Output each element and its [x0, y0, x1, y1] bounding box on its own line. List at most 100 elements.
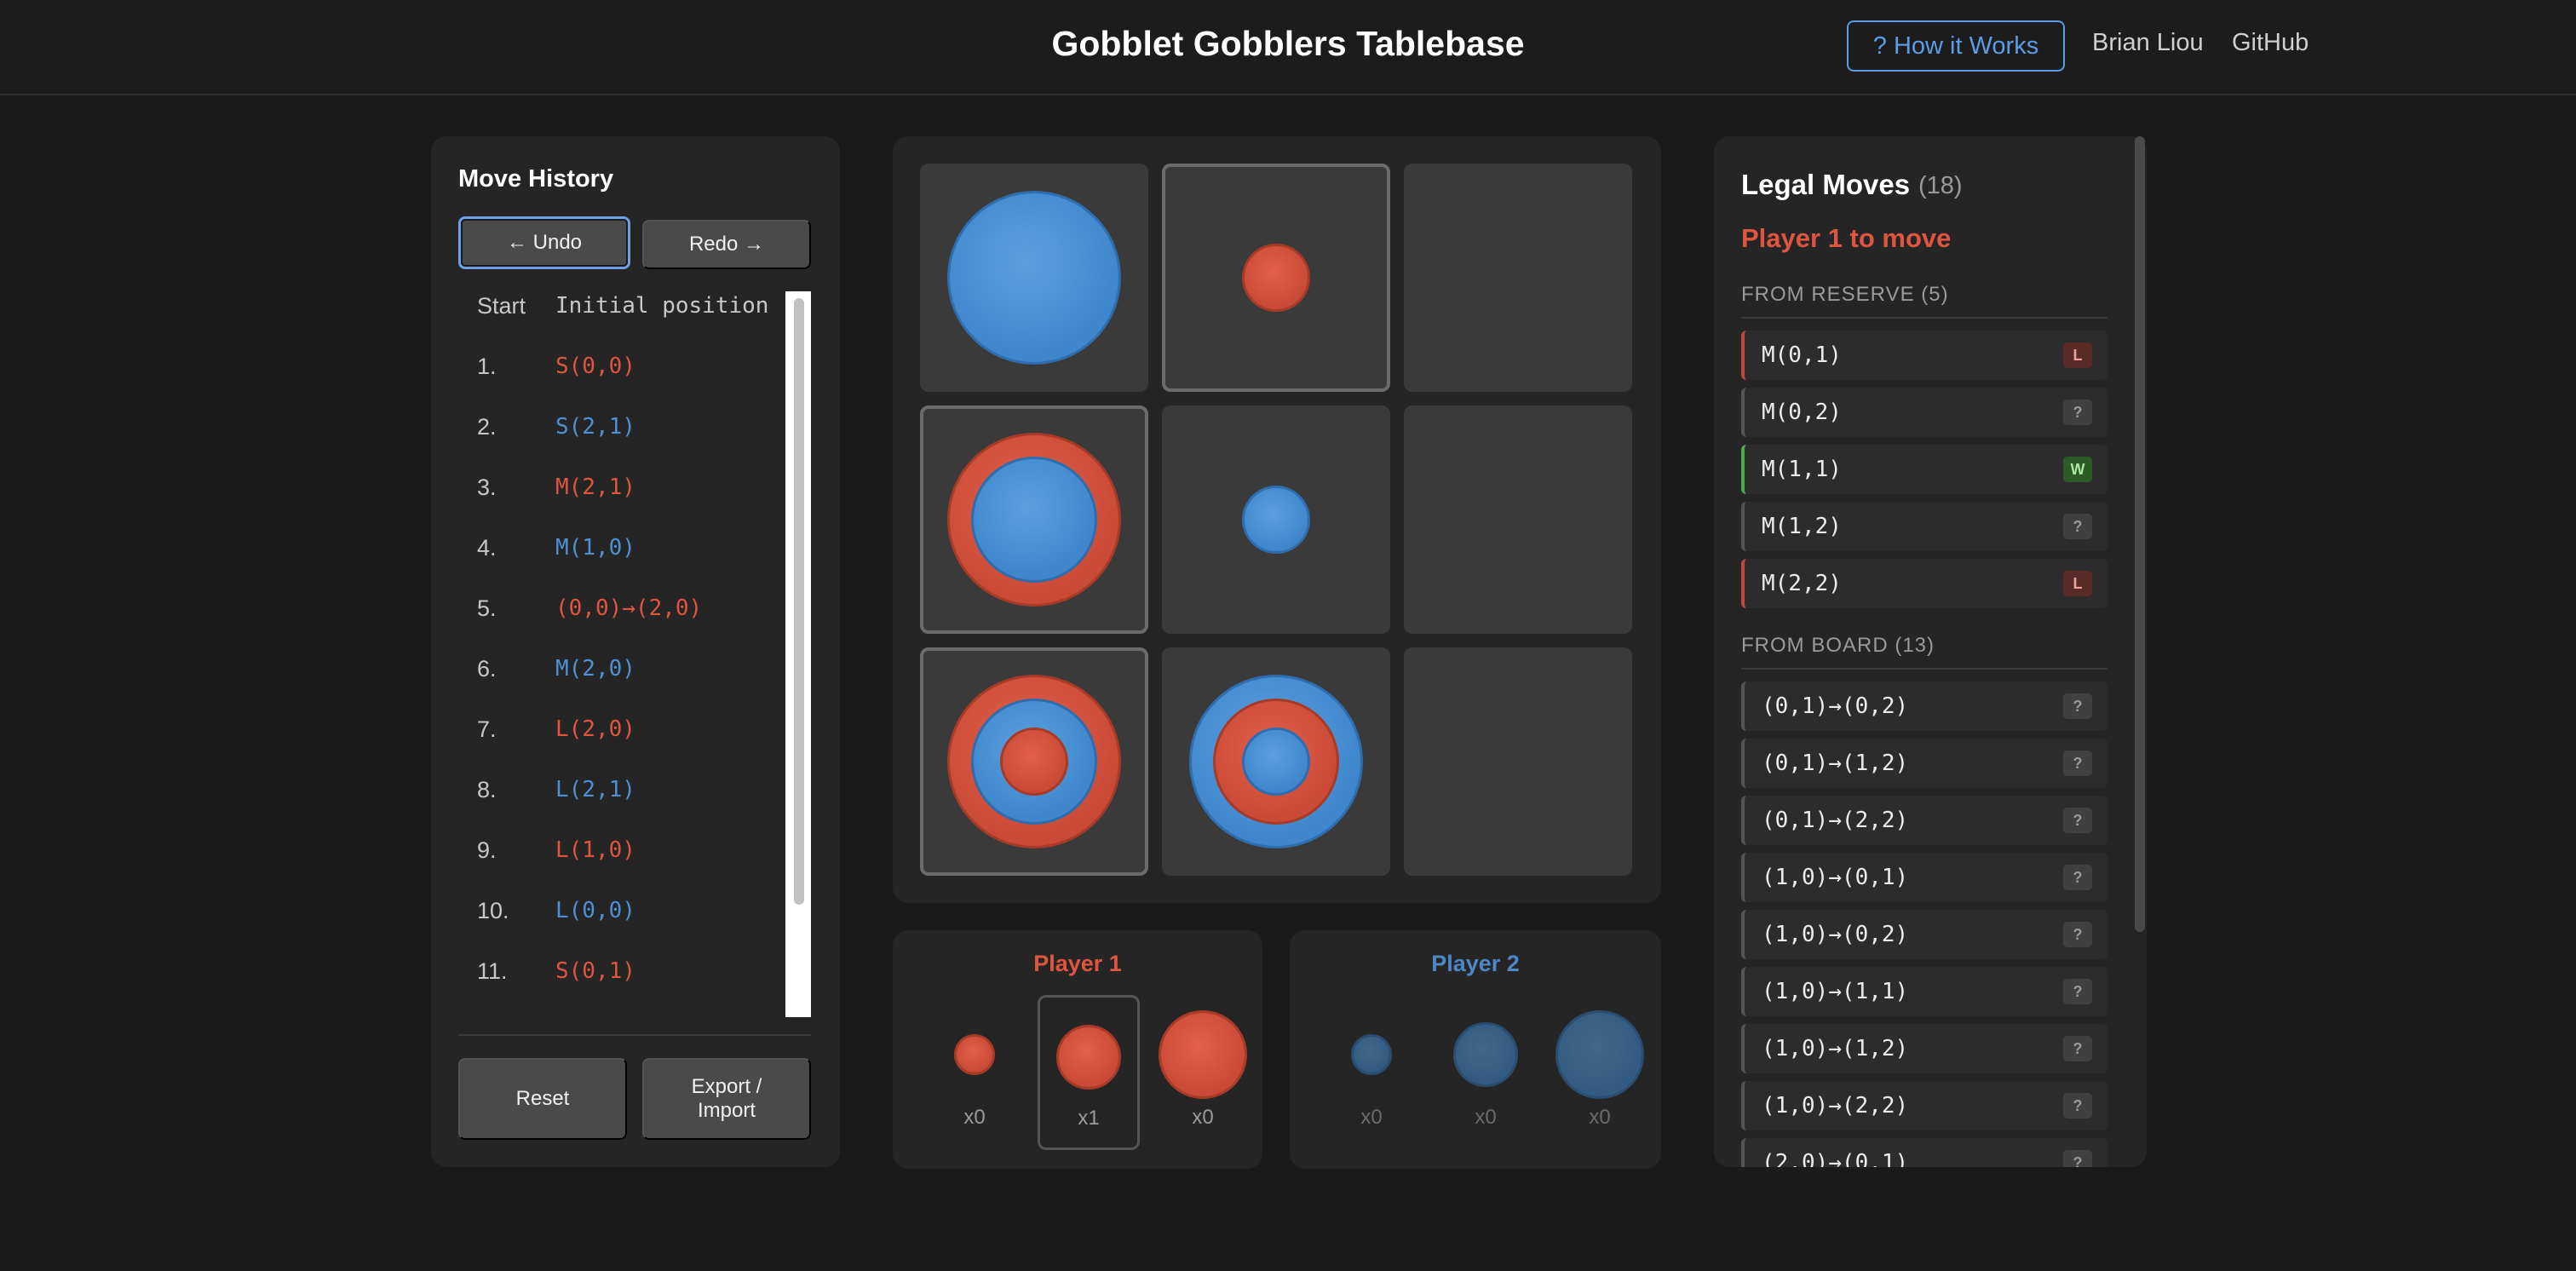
- legal-move-row[interactable]: (1,0)→(0,2)?: [1741, 910, 2107, 959]
- board-cell-1-2[interactable]: [1404, 405, 1632, 634]
- legal-move-row[interactable]: (2,0)→(0,1)?: [1741, 1138, 2107, 1167]
- legal-move-label: M(0,2): [1762, 400, 1842, 425]
- red-piece-s: [1242, 244, 1310, 312]
- blue-piece-s: [1242, 486, 1310, 554]
- history-move-text: M(2,0): [555, 656, 635, 682]
- history-move-text: S(0,0): [555, 354, 635, 379]
- blue-piece-m: [971, 457, 1097, 583]
- export-import-label: Export / Import: [691, 1075, 762, 1122]
- result-badge: ?: [2063, 693, 2092, 719]
- history-scrollbar-thumb[interactable]: [794, 298, 804, 905]
- legal-move-label: (1,0)→(1,2): [1762, 1036, 1909, 1061]
- board-cell-0-0[interactable]: [920, 164, 1148, 392]
- result-badge: ?: [2063, 1150, 2092, 1167]
- history-move-text: M(2,1): [555, 474, 635, 500]
- legal-move-label: (1,0)→(0,1): [1762, 865, 1909, 890]
- player2-title: Player 2: [1431, 951, 1520, 976]
- history-move-text: L(2,1): [555, 777, 635, 802]
- legal-move-row[interactable]: M(0,1) L: [1741, 331, 2107, 380]
- player1-reserve-count: x0: [1192, 1106, 1214, 1129]
- result-badge: ?: [2063, 865, 2092, 890]
- history-scrollbar[interactable]: [785, 291, 811, 1017]
- legal-move-label: (1,0)→(2,2): [1762, 1093, 1909, 1119]
- undo-button[interactable]: ← Undo: [458, 216, 630, 269]
- game-board: [893, 136, 1661, 903]
- history-move-text: L(1,0): [555, 837, 635, 863]
- history-move-text: S(0,1): [555, 958, 635, 984]
- turn-indicator: Player 1 to move: [1741, 223, 1952, 253]
- player1-reserve-count: x1: [1078, 1107, 1100, 1130]
- result-badge: ?: [2063, 514, 2092, 539]
- board-cell-2-1[interactable]: [1162, 647, 1390, 876]
- legal-move-row[interactable]: (1,0)→(0,1)?: [1741, 853, 2107, 902]
- blue-reserve-piece: [1453, 1022, 1518, 1087]
- reserve-moves-heading: FROM RESERVE (5): [1741, 283, 2107, 319]
- history-move-text: L(0,0): [555, 898, 635, 923]
- player2-reserve: Player 2 x0 x0 x0: [1290, 930, 1661, 1169]
- legal-move-row[interactable]: (1,0)→(2,2)?: [1741, 1081, 2107, 1130]
- legal-move-row[interactable]: (0,1)→(1,2)?: [1741, 739, 2107, 788]
- result-badge: ?: [2063, 922, 2092, 947]
- history-move-number: 9.: [477, 837, 497, 863]
- result-badge: ?: [2063, 979, 2092, 1004]
- legal-move-label: (0,1)→(0,2): [1762, 693, 1909, 719]
- player1-reserve-s[interactable]: x0: [923, 995, 1026, 1150]
- player1-reserve-l[interactable]: x0: [1152, 995, 1254, 1150]
- blue-piece-l: [947, 191, 1121, 365]
- move-history-panel: Move History ← Undo Redo → Start Initial …: [431, 136, 840, 1167]
- move-history-list[interactable]: Start Initial position 1. S(0,0) 2. S(2,1) 3. M…: [458, 290, 772, 1014]
- history-move-number: 7.: [477, 716, 497, 742]
- blue-reserve-piece: [1351, 1034, 1392, 1075]
- blue-reserve-piece: [1555, 1010, 1644, 1099]
- legal-move-label: (1,0)→(0,2): [1762, 922, 1909, 947]
- legal-move-row[interactable]: M(1,2)?: [1741, 502, 2107, 551]
- legal-move-row[interactable]: M(2,2) L: [1741, 559, 2107, 608]
- legal-move-label: (0,1)→(1,2): [1762, 751, 1909, 776]
- legal-move-row[interactable]: (1,0)→(1,2)?: [1741, 1024, 2107, 1073]
- board-cell-1-0[interactable]: [920, 405, 1148, 634]
- result-badge: L: [2063, 571, 2092, 596]
- how-it-works-button[interactable]: ? How it Works: [1847, 20, 2065, 72]
- player2-reserve-m[interactable]: x0: [1435, 995, 1537, 1150]
- board-cell-0-2[interactable]: [1404, 164, 1632, 392]
- board-cell-1-1[interactable]: [1162, 405, 1390, 634]
- legal-move-row[interactable]: M(1,1) W: [1741, 445, 2107, 494]
- legal-move-label: (2,0)→(0,1): [1762, 1150, 1909, 1167]
- player2-reserve-count: x0: [1360, 1106, 1383, 1129]
- history-move-text: (0,0)→(2,0): [555, 595, 703, 621]
- board-moves-heading: FROM BOARD (13): [1741, 634, 2107, 670]
- result-badge: ?: [2063, 1093, 2092, 1119]
- history-move-text: L(2,0): [555, 716, 635, 742]
- board-cell-2-0[interactable]: [920, 647, 1148, 876]
- export-import-button[interactable]: Export / Import: [642, 1058, 811, 1140]
- result-badge: W: [2063, 457, 2092, 482]
- legal-move-label: M(0,1): [1762, 342, 1842, 368]
- history-move-number: 8.: [477, 777, 497, 802]
- player2-reserve-s[interactable]: x0: [1320, 995, 1423, 1150]
- player2-reserve-l[interactable]: x0: [1549, 995, 1651, 1150]
- legal-moves-count: (18): [1918, 172, 1963, 199]
- legal-move-row[interactable]: (0,1)→(2,2)?: [1741, 796, 2107, 845]
- board-cell-0-1[interactable]: [1162, 164, 1390, 392]
- redo-button[interactable]: Redo →: [642, 220, 811, 269]
- legal-move-row[interactable]: M(0,2)?: [1741, 388, 2107, 437]
- history-move-text: M(1,0): [555, 535, 635, 561]
- reset-button[interactable]: Reset: [458, 1058, 627, 1140]
- blue-piece-s: [1242, 728, 1310, 796]
- player1-title: Player 1: [1033, 951, 1122, 976]
- github-link[interactable]: GitHub: [2232, 29, 2309, 56]
- history-move-number: 3.: [477, 474, 497, 500]
- player1-reserve-m[interactable]: x1: [1038, 995, 1140, 1150]
- legal-moves-title: Legal Moves: [1741, 169, 1911, 200]
- legal-moves-scrollbar[interactable]: [2135, 136, 2145, 932]
- legal-move-row[interactable]: (0,1)→(0,2)?: [1741, 682, 2107, 731]
- player2-reserve-count: x0: [1475, 1106, 1497, 1129]
- player1-reserve-count: x0: [963, 1106, 986, 1129]
- legal-move-row[interactable]: (1,0)→(1,1)?: [1741, 967, 2107, 1016]
- history-move-number: 10.: [477, 898, 509, 923]
- author-link[interactable]: Brian Liou: [2092, 29, 2204, 56]
- board-cell-2-2[interactable]: [1404, 647, 1632, 876]
- result-badge: ?: [2063, 808, 2092, 833]
- red-reserve-piece: [954, 1034, 995, 1075]
- player2-reserve-count: x0: [1589, 1106, 1611, 1129]
